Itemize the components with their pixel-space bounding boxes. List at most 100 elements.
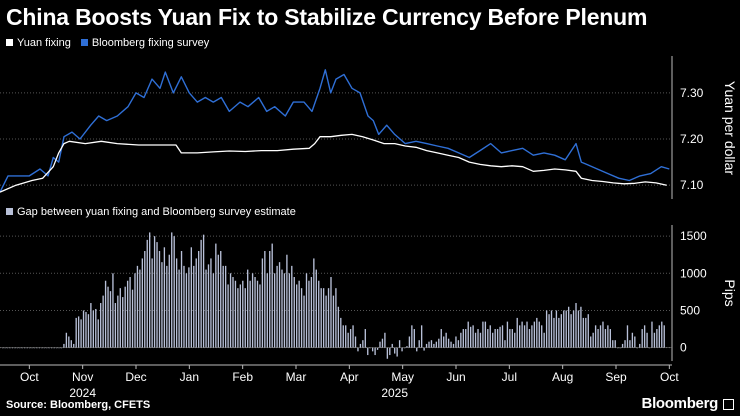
y-tick-label-bottom: 1500 <box>680 229 707 243</box>
gap-bar <box>629 340 631 348</box>
chart-title: China Boosts Yuan Fix to Stabilize Curre… <box>6 4 648 30</box>
gap-bar <box>582 317 585 348</box>
gap-bar <box>200 239 202 348</box>
gap-bar <box>580 306 582 348</box>
gap-bar <box>158 251 161 348</box>
gap-bar <box>207 264 210 348</box>
gap-bar <box>354 336 357 348</box>
gap-bar <box>141 258 144 348</box>
gap-bar <box>190 247 193 348</box>
gap-bar <box>499 326 501 348</box>
gap-bar <box>131 289 134 348</box>
gap-bar <box>572 310 575 348</box>
gap-bar <box>570 314 572 348</box>
gap-bar <box>663 325 665 348</box>
gap-bar <box>63 343 65 348</box>
gap-bar <box>543 332 545 348</box>
x-tick-label: Aug <box>552 370 573 384</box>
gap-bar <box>518 325 521 348</box>
gap-bar <box>315 269 317 348</box>
gap-bar <box>621 343 624 348</box>
y-tick-label-bottom: 500 <box>680 303 700 317</box>
gap-bar <box>504 340 506 348</box>
gap-bar <box>626 325 629 348</box>
gap-bar <box>153 236 156 348</box>
y-axis-label-bottom: Pips <box>722 279 738 306</box>
legend-item-fixing: Yuan fixing <box>6 37 71 49</box>
gap-bar <box>193 265 195 348</box>
gap-bar <box>239 284 242 348</box>
gap-bar <box>553 317 555 348</box>
gap-bar <box>195 258 197 348</box>
gap-bar <box>215 243 217 348</box>
gap-bar <box>310 277 313 348</box>
gap-bar <box>594 325 597 348</box>
gap-bar <box>337 306 340 348</box>
gap-bar <box>479 332 482 348</box>
gap-bar <box>472 325 474 348</box>
gap-bar <box>494 329 496 348</box>
gap-bar <box>587 314 589 348</box>
gap-bar <box>364 329 366 348</box>
gap-bar <box>567 306 570 348</box>
gap-bar <box>249 280 251 348</box>
gap-bar <box>261 258 264 348</box>
gap-bar <box>425 343 428 348</box>
gap-bar <box>418 340 420 348</box>
gap-bar <box>641 329 643 348</box>
gap-bar <box>119 288 121 348</box>
top-legend: Yuan fixing Bloomberg fixing survey <box>6 37 209 49</box>
gap-bar <box>212 273 215 348</box>
brand-logo: Bloomberg <box>641 395 719 412</box>
gap-bar <box>291 265 293 348</box>
x-tick-label: Mar <box>286 370 307 384</box>
gap-bar <box>104 280 107 348</box>
gap-bar <box>634 336 636 348</box>
gap-bar <box>298 280 300 348</box>
gap-bar <box>521 321 523 348</box>
gap-bar <box>259 284 261 348</box>
gap-bar <box>151 258 153 348</box>
gap-bar <box>406 346 408 348</box>
gap-bar <box>276 265 278 348</box>
x-tick-label: May <box>391 370 414 384</box>
gap-bar <box>100 303 102 348</box>
gap-bar <box>117 295 119 348</box>
gap-bar <box>102 295 104 348</box>
y-tick-label-top: 7.10 <box>680 178 704 192</box>
gap-bar <box>548 314 550 348</box>
gap-bar <box>651 321 653 348</box>
gap-bar <box>457 340 460 348</box>
y-tick-label-top: 7.30 <box>680 86 704 100</box>
gap-bar <box>536 317 538 348</box>
gap-bar <box>607 325 609 348</box>
gap-bar <box>320 288 322 348</box>
gap-bar <box>77 316 80 348</box>
series-line-survey <box>0 69 670 193</box>
gap-bar <box>450 341 452 348</box>
x-tick-label: Oct <box>660 370 679 384</box>
gap-bar <box>227 284 229 348</box>
gap-bar <box>222 265 224 348</box>
gap-bar <box>144 251 146 348</box>
gap-bar <box>541 325 543 348</box>
gap-bar <box>359 343 362 348</box>
gap-bar <box>646 332 648 348</box>
gap-bar <box>416 347 418 352</box>
gap-bar <box>514 332 516 348</box>
gap-bar <box>371 347 374 352</box>
gap-bar <box>482 321 484 348</box>
gap-bar <box>455 336 457 348</box>
gap-bar <box>283 273 286 348</box>
gap-bar <box>273 273 276 348</box>
gap-bar <box>205 269 207 348</box>
gap-bar <box>492 332 494 348</box>
gap-bar <box>487 329 489 348</box>
gap-bar <box>435 341 438 348</box>
gap-bar <box>379 341 381 348</box>
gap-bar <box>477 329 479 348</box>
gap-bar <box>386 347 389 359</box>
gap-bar <box>597 329 599 348</box>
gap-bar <box>565 310 567 348</box>
